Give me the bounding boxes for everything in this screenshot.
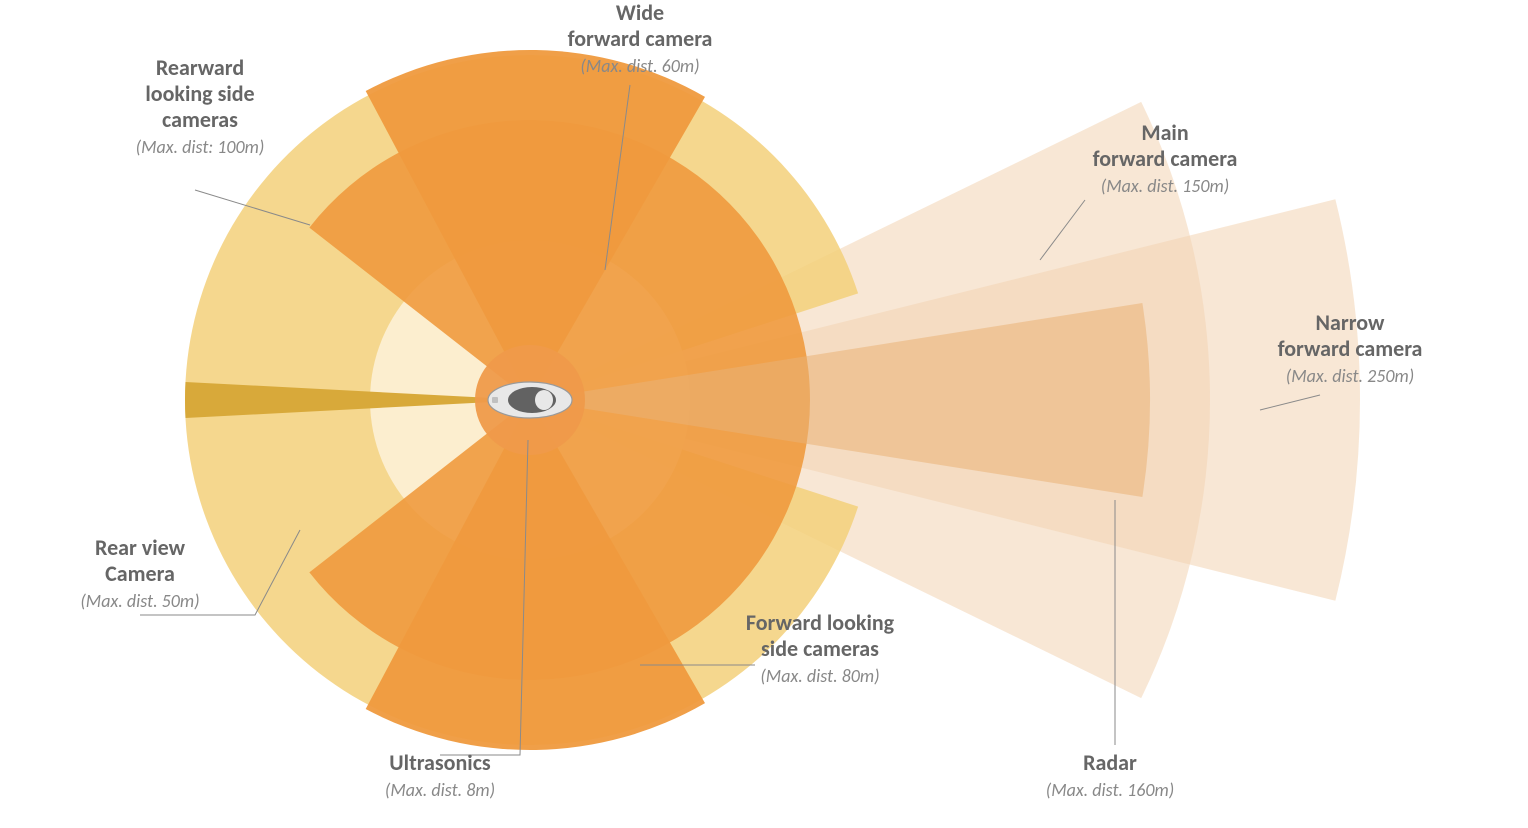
sensor-coverage-diagram: Narrowforward camera(Max. dist. 250m)Mai… [0,0,1528,828]
label-sub-ultrasonics_ring: (Max. dist. 8m) [385,779,495,801]
label-title-radar: Radar [1083,749,1137,776]
label-title-rearward_side_cameras: looking side [145,80,254,107]
label-sub-rear_view_camera: (Max. dist. 50m) [80,590,199,612]
label-title-rear_view_camera: Camera [105,560,175,587]
car-icon [488,382,572,418]
label-title-wide_forward_camera: forward camera [568,25,713,52]
label-title-rear_view_camera: Rear view [95,534,186,561]
label-title-ultrasonics_ring: Ultrasonics [389,749,491,776]
label-title-forward_side_cameras: side cameras [761,635,879,662]
label-title-rearward_side_cameras: Rearward [156,54,244,81]
label-title-narrow_forward_camera: Narrow [1316,309,1386,336]
label-title-main_forward_camera: forward camera [1093,145,1238,172]
label-title-main_forward_camera: Main [1141,119,1188,146]
label-wide_forward_camera: Wideforward camera (Max. dist. 60m) [568,0,713,77]
label-title-narrow_forward_camera: forward camera [1278,335,1423,362]
label-sub-wide_forward_camera: (Max. dist. 60m) [580,55,699,77]
label-forward_side_cameras: Forward lookingside cameras (Max. dist. 8… [746,609,895,687]
label-title-rearward_side_cameras: cameras [162,106,238,133]
label-sub-narrow_forward_camera: (Max. dist. 250m) [1286,365,1414,387]
label-title-forward_side_cameras: Forward looking [746,609,895,636]
label-title-wide_forward_camera: Wide [616,0,664,26]
label-radar: Radar (Max. dist. 160m) [1046,749,1174,801]
label-rear_view_camera: Rear viewCamera (Max. dist. 50m) [80,534,199,612]
label-sub-rearward_side_cameras: (Max. dist: 100m) [136,136,265,158]
label-sub-main_forward_camera: (Max. dist. 150m) [1101,175,1229,197]
label-sub-radar: (Max. dist. 160m) [1046,779,1174,801]
label-sub-forward_side_cameras: (Max. dist. 80m) [760,665,879,687]
label-ultrasonics_ring: Ultrasonics (Max. dist. 8m) [385,749,495,801]
label-rearward_side_cameras: Rearwardlooking sidecameras (Max. dist: 1… [136,54,265,158]
